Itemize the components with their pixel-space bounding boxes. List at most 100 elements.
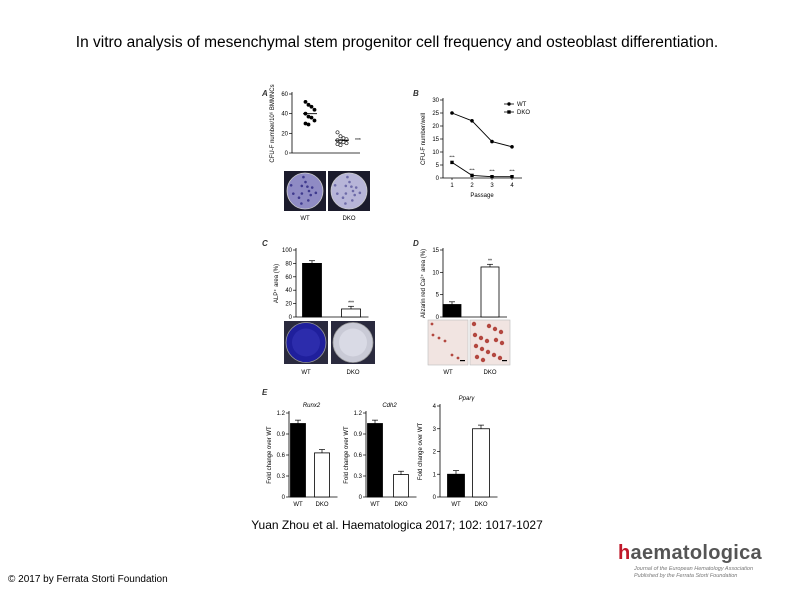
dish-photo-A-WT [286, 172, 324, 210]
significance-B: *** [449, 154, 455, 159]
x-tick-label-E1: WT [293, 502, 303, 508]
y-axis-label-A: CFU-F number/10⁶ BMMNCs [269, 84, 276, 162]
significance-D: ** [488, 258, 492, 264]
citation: Yuan Zhou et al. Haematologica 2017; 102… [251, 518, 543, 532]
calcium-nodule-D [456, 356, 460, 360]
bar-D-WT [442, 304, 462, 318]
colony-spot-A [309, 193, 313, 197]
chart-title-E1: Runx2 [303, 403, 321, 409]
colony-spot-A [310, 186, 314, 189]
y-tick-label-B: 15 [432, 137, 439, 143]
calcium-nodule-D [472, 332, 478, 338]
y-tick-label-B: 5 [436, 163, 440, 169]
y-tick-label-B: 20 [432, 124, 439, 130]
calcium-nodule-D [486, 323, 492, 329]
colony-spot-A [358, 191, 362, 195]
significance-B: *** [509, 169, 515, 174]
colony-spot-A [348, 180, 351, 184]
y-tick-label-E2: 0.6 [354, 453, 363, 459]
colony-spot-A [300, 192, 304, 195]
dish-photo-A-DKO [330, 172, 368, 210]
well-photo-center-C [339, 328, 367, 357]
colony-spot-A [350, 185, 353, 188]
point-A-WT [306, 122, 311, 127]
colony-spot-A [300, 184, 304, 188]
colony-spot-A [346, 175, 349, 179]
calcium-nodule-D [499, 340, 505, 346]
y-axis-label-E1: Fold change over WT [267, 426, 273, 484]
x-tick-label-B: 3 [490, 183, 494, 189]
y-tick-label-E2: 0.9 [354, 432, 363, 438]
y-tick-label-C: 40 [285, 288, 292, 294]
calcium-nodule-D [474, 354, 480, 360]
calcium-nodule-D [431, 333, 435, 337]
colony-spot-A [307, 199, 310, 202]
bar-E2-DKO [393, 474, 409, 498]
panel-letter-E: E [262, 388, 268, 397]
bar-C-WT [302, 262, 322, 318]
colony-spot-A [306, 185, 309, 188]
y-tick-label-A: 20 [281, 131, 288, 137]
y-tick-label-C: 100 [282, 248, 293, 254]
y-tick-label-E3: 1 [433, 472, 437, 478]
colony-spot-A [354, 186, 358, 189]
colony-spot-A [341, 196, 345, 200]
dish-label-A: DKO [342, 216, 355, 222]
point-A-DKO [335, 130, 340, 135]
legend-label-B-WT: WT [517, 102, 527, 108]
logo-wordmark: haematologica [618, 542, 762, 564]
point-B-WT [510, 145, 514, 149]
series-line-B-WT [451, 112, 513, 148]
y-tick-label-E2: 0.3 [354, 474, 363, 480]
colony-spot-A [344, 192, 348, 195]
y-tick-label-E2: 0 [359, 495, 363, 501]
colony-spot-A [300, 202, 303, 205]
photo-label-C: DKO [346, 370, 359, 376]
point-A-WT [312, 118, 317, 123]
scale-bar-D [502, 360, 507, 362]
significance-B: *** [489, 169, 495, 174]
y-tick-label-C: 0 [289, 315, 293, 321]
colony-spot-A [336, 192, 339, 195]
colony-spot-A [344, 184, 348, 188]
point-B-WT [450, 111, 454, 115]
y-axis-label-C: ALP⁺ area (%) [273, 264, 280, 303]
panel-letter-A: A [261, 89, 268, 98]
bar-E1-DKO [314, 452, 330, 498]
calcium-nodule-D [497, 355, 503, 361]
calcium-nodule-D [485, 349, 491, 355]
chart-title-E3: Pparγ [459, 396, 476, 402]
y-tick-label-A: 40 [281, 112, 288, 118]
colony-spot-A [307, 189, 311, 193]
point-B-DKO [470, 173, 474, 178]
y-tick-label-E3: 4 [433, 404, 437, 410]
legend-marker-B-DKO [507, 110, 511, 114]
calcium-nodule-D [491, 352, 497, 358]
calcium-nodule-D [480, 357, 486, 363]
calcium-nodule-D [430, 322, 434, 326]
colony-spot-A [353, 193, 357, 197]
bar-E2-WT [367, 423, 383, 498]
colony-spot-A [333, 183, 337, 187]
y-tick-label-E1: 0.3 [277, 474, 286, 480]
series-line-B-DKO [451, 162, 512, 178]
calcium-nodule-D [450, 353, 454, 357]
significance-C: *** [348, 300, 354, 306]
calcium-nodule-D [471, 321, 477, 327]
y-tick-label-B: 10 [432, 150, 439, 156]
bar-C-DKO [341, 308, 361, 318]
point-B-DKO [510, 175, 514, 179]
x-tick-label-E1: DKO [315, 502, 328, 508]
colony-spot-A [351, 199, 354, 202]
point-A-DKO [338, 134, 343, 139]
colony-spot-A [344, 202, 347, 205]
y-tick-label-C: 20 [285, 302, 292, 308]
bar-E3-WT [447, 473, 465, 498]
point-A-DKO [338, 143, 343, 148]
y-tick-label-D: 10 [432, 270, 439, 276]
significance-A: *** [355, 138, 361, 144]
y-tick-label-E3: 3 [433, 427, 437, 433]
y-tick-label-E1: 0.6 [277, 453, 286, 459]
y-tick-label-B: 30 [432, 98, 439, 104]
